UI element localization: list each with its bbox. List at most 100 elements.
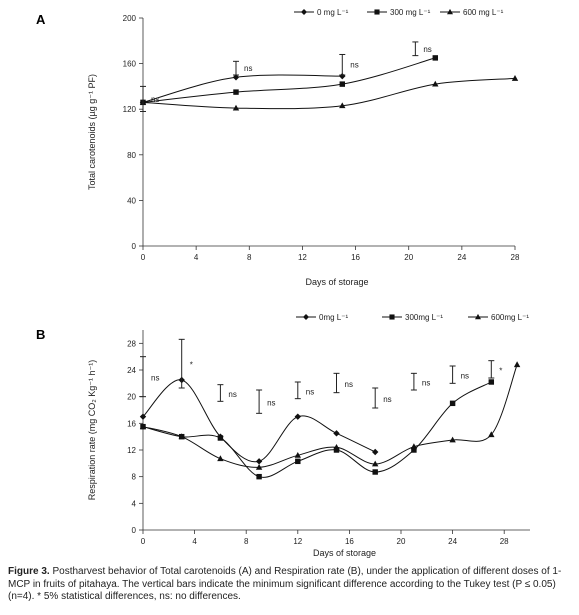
y-tick-label: 28 <box>127 339 136 348</box>
x-tick-label: 0 <box>141 253 146 262</box>
series-point-square <box>372 469 378 475</box>
series-line <box>142 74 343 103</box>
series-point-diamond <box>255 458 263 465</box>
series-point-square <box>333 447 340 453</box>
x-tick-label: 4 <box>192 537 197 546</box>
significance-label: ns <box>244 64 252 73</box>
legend-marker-square <box>374 9 380 15</box>
series-point-square <box>488 379 495 385</box>
y-tick-label: 16 <box>127 419 136 428</box>
y-tick-label: 24 <box>127 366 136 375</box>
significance-label: ns <box>383 395 391 404</box>
series-point-diamond <box>372 448 379 456</box>
legend-label: 600mg L⁻¹ <box>491 313 529 322</box>
y-tick-label: 4 <box>132 499 137 508</box>
legend-label: 300mg L⁻¹ <box>405 313 443 322</box>
x-axis-title: Days of storage <box>313 548 376 558</box>
series-line <box>142 77 516 110</box>
significance-label: ns <box>306 387 314 396</box>
series-point-square <box>411 447 417 453</box>
series-point-diamond <box>333 430 340 437</box>
caption-label: Figure 3. <box>8 566 50 577</box>
y-tick-label: 12 <box>127 446 136 455</box>
legend-label: 600 mg L⁻¹ <box>463 8 504 17</box>
series-point-triangle <box>139 423 147 430</box>
series-point-diamond <box>232 74 240 81</box>
series-point-triangle <box>232 104 240 111</box>
y-tick-label: 120 <box>123 105 137 114</box>
series-point-triangle <box>217 455 224 462</box>
x-tick-label: 12 <box>293 537 302 546</box>
y-tick-label: 160 <box>123 60 137 69</box>
significance-label: ns <box>461 372 469 381</box>
series-point-triangle <box>294 451 301 458</box>
series-point-triangle <box>511 75 519 81</box>
series-point-square <box>233 89 239 95</box>
significance-label: ns <box>422 379 430 388</box>
y-tick-label: 20 <box>127 393 136 402</box>
x-tick-label: 28 <box>511 253 520 262</box>
legend-label: 0mg L⁻¹ <box>319 313 348 322</box>
series-point-square <box>339 81 346 87</box>
x-tick-label: 24 <box>448 537 457 546</box>
series-point-triangle <box>513 361 521 368</box>
panel-b: B 0 4 8 12 16 20 24 28 0 4 8 12 16 20 24 28 Days of stora… <box>36 313 530 558</box>
y-tick-label: 200 <box>123 14 137 23</box>
panel-b-label: B <box>36 327 45 342</box>
x-axis-title: Days of storage <box>305 277 368 287</box>
series-point-diamond <box>139 413 147 420</box>
x-tick-label: 12 <box>298 253 307 262</box>
significance-label: ns <box>151 374 159 383</box>
legend-label: 0 mg L⁻¹ <box>317 8 349 17</box>
legend-marker-diamond <box>303 314 309 320</box>
x-tick-label: 28 <box>500 537 509 546</box>
y-tick-label: 80 <box>127 151 136 160</box>
x-tick-label: 8 <box>244 537 249 546</box>
legend-marker-diamond <box>301 9 307 15</box>
significance-label: * <box>190 361 193 370</box>
series-line <box>142 381 492 478</box>
significance-label: ns <box>228 390 236 399</box>
significance-label: ns <box>350 61 358 70</box>
series-point-square <box>256 473 262 480</box>
x-tick-label: 24 <box>457 253 466 262</box>
x-tick-label: 20 <box>397 537 406 546</box>
series-point-triangle <box>432 80 439 87</box>
panel-a: A 0 40 80 120 160 200 0 4 8 12 16 20 24 28 Days of stor… <box>36 8 520 287</box>
series-point-square <box>217 435 224 441</box>
x-tick-label: 8 <box>247 253 252 262</box>
panel-a-label: A <box>36 12 46 27</box>
x-tick-label: 16 <box>345 537 354 546</box>
series-point-triangle <box>333 443 340 450</box>
significance-label: * <box>499 366 502 375</box>
series-point-triangle <box>449 436 456 443</box>
y-axis-title: Total carotenoids (µg g⁻¹ PF) <box>87 74 97 190</box>
significance-label: ns <box>345 380 353 389</box>
figure-caption: Figure 3. Postharvest behavior of Total … <box>8 566 570 604</box>
y-tick-label: 8 <box>132 473 137 482</box>
series-point-diamond <box>294 413 301 420</box>
caption-text: Postharvest behavior of Total carotenoid… <box>8 566 562 602</box>
x-tick-label: 4 <box>194 253 199 262</box>
series-point-triangle <box>488 431 495 438</box>
legend-label: 300 mg L⁻¹ <box>390 8 431 17</box>
y-tick-label: 0 <box>132 242 137 251</box>
series-point-triangle <box>178 433 185 440</box>
y-tick-label: 0 <box>132 526 137 535</box>
significance-label: ns <box>267 399 275 408</box>
significance-label: ns <box>423 45 431 54</box>
x-tick-label: 16 <box>351 253 360 262</box>
legend-marker-square <box>389 314 395 320</box>
series-point-square <box>432 55 439 61</box>
series-point-triangle <box>372 460 379 467</box>
series-point-square <box>449 400 456 407</box>
series-point-square <box>295 458 301 465</box>
series-point-triangle <box>410 443 418 450</box>
series-point-triangle <box>339 102 346 109</box>
y-tick-label: 40 <box>127 196 136 205</box>
x-tick-label: 0 <box>141 537 146 546</box>
x-tick-label: 20 <box>404 253 413 262</box>
y-axis-title: Respiration rate (mg CO₂ Kg⁻¹ h⁻¹) <box>87 360 97 501</box>
significance-label: ns <box>151 95 159 104</box>
